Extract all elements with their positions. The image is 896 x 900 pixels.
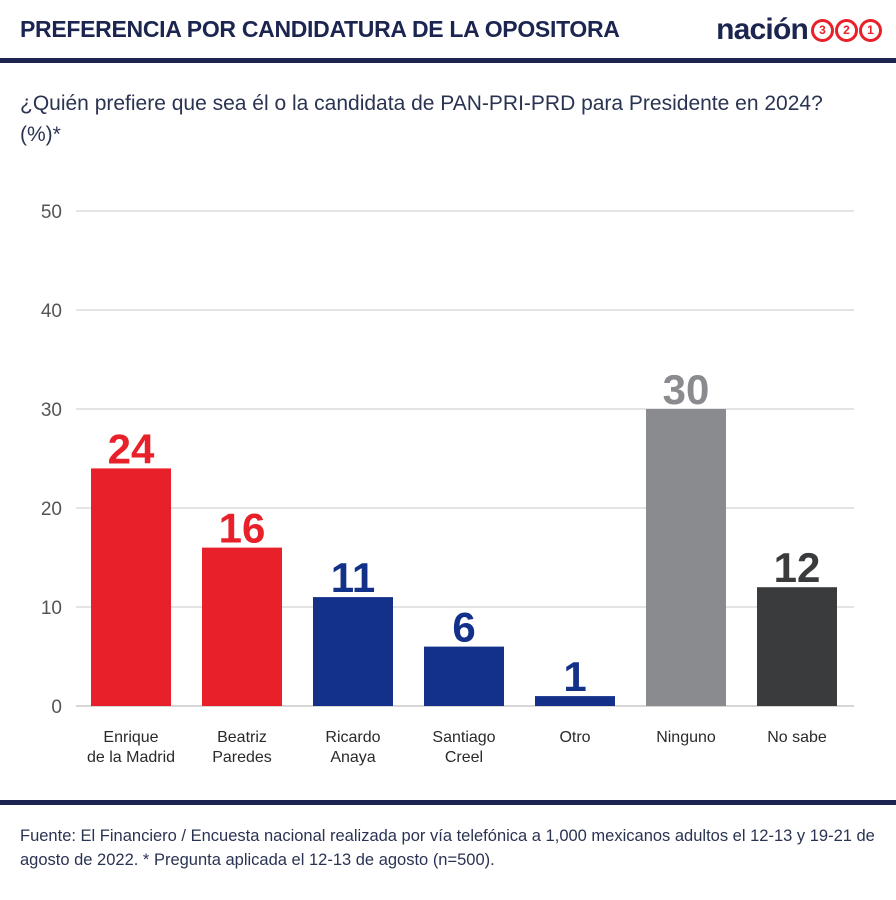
brand-digit-circle: 1 — [859, 18, 882, 42]
bar — [424, 646, 504, 706]
x-tick-label-line: No sabe — [767, 729, 827, 746]
chart-subtitle: ¿Quién prefiere que sea él o la candidat… — [20, 92, 823, 146]
bar — [646, 409, 726, 706]
source-note: Fuente: El Financiero / Encuesta naciona… — [20, 827, 875, 869]
x-tick-label-line: Otro — [559, 729, 590, 746]
y-tick-label: 40 — [41, 301, 62, 322]
x-tick-label: No sabe — [767, 729, 827, 746]
y-tick-label: 10 — [41, 598, 62, 619]
x-tick-label: Beatriz Paredes — [212, 729, 272, 766]
bar — [91, 468, 171, 706]
x-tick-label-line: Santiago — [432, 729, 495, 746]
data-label: 12 — [774, 544, 821, 591]
y-tick-label: 30 — [41, 400, 62, 421]
brand-digit-circle: 3 — [811, 18, 834, 42]
data-label: 1 — [563, 653, 586, 700]
data-label: 6 — [452, 604, 475, 651]
data-label: 11 — [331, 554, 375, 601]
x-tick-label: Ricardo Anaya — [325, 729, 380, 766]
x-tick-label-line: de la Madrid — [87, 749, 175, 766]
x-tick-label: Otro — [559, 729, 590, 746]
x-tick-label-line: Beatriz — [217, 729, 267, 746]
bar — [757, 587, 837, 706]
header: PREFERENCIA POR CANDIDATURA DE LA OPOSIT… — [0, 0, 896, 62]
brand-digit-circle: 2 — [835, 18, 858, 42]
bar — [202, 547, 282, 706]
x-tick-label: Ninguno — [656, 729, 716, 746]
data-label: 24 — [108, 425, 155, 472]
brand-logo: nación 3 2 1 — [716, 10, 882, 50]
bar — [535, 696, 615, 706]
x-tick-label: Santiago Creel — [432, 729, 495, 766]
y-tick-label: 50 — [41, 202, 62, 223]
x-tick-label-line: Ricardo — [325, 729, 380, 746]
page-title: PREFERENCIA POR CANDIDATURA DE LA OPOSIT… — [20, 16, 620, 42]
x-tick-label-line: Paredes — [212, 749, 272, 766]
x-tick-label: Enrique de la Madrid — [87, 729, 175, 766]
bar — [313, 597, 393, 706]
data-label: 16 — [219, 505, 266, 552]
x-tick-label-line: Anaya — [330, 749, 375, 766]
brand-logo-digits: 3 2 1 — [810, 18, 882, 42]
footer-divider — [0, 800, 896, 805]
y-tick-label: 20 — [41, 499, 62, 520]
x-tick-label-line: Enrique — [103, 729, 158, 746]
data-label: 30 — [663, 366, 710, 413]
x-tick-label-line: Creel — [445, 749, 483, 766]
brand-logo-text: nación — [716, 13, 809, 46]
y-tick-label: 0 — [51, 697, 62, 718]
header-divider — [0, 58, 896, 63]
x-tick-label-line: Ninguno — [656, 729, 716, 746]
